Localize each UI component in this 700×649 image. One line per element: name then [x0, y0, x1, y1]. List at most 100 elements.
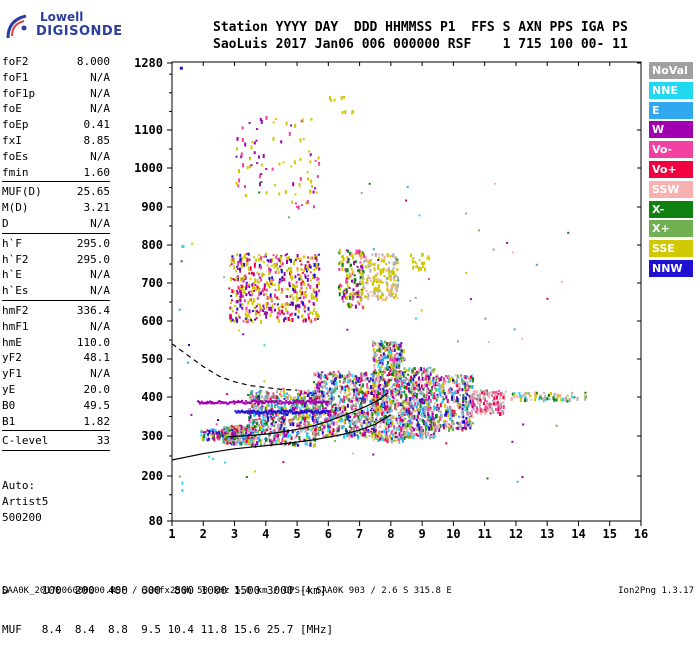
echo-point: [288, 434, 291, 437]
echo-point: [435, 387, 438, 392]
echo-point: [548, 398, 551, 401]
echo-point: [317, 281, 320, 286]
echo-point: [305, 286, 308, 290]
echo-point: [257, 399, 260, 404]
echo-point: [252, 440, 255, 445]
echo-point: [265, 252, 268, 256]
echo-point: [394, 283, 397, 287]
echo-point: [370, 406, 373, 408]
echo-point: [248, 272, 251, 275]
echo-point: [253, 141, 256, 145]
echo-point: [260, 119, 263, 124]
echo-point: [301, 393, 304, 396]
echo-point: [299, 393, 302, 398]
param-row: foF1 N/A: [2, 70, 110, 86]
echo-point: [186, 361, 189, 364]
echo-point: [328, 401, 331, 404]
echo-point: [319, 376, 322, 380]
echo-point: [425, 378, 428, 381]
echo-point: [388, 290, 391, 293]
echo-point: [299, 274, 302, 279]
echo-point: [351, 110, 354, 115]
echo-point: [329, 390, 332, 394]
echo-point: [268, 432, 271, 436]
echo-point: [249, 414, 252, 419]
echo-point: [326, 421, 329, 426]
echo-point: [325, 419, 328, 423]
echo-point: [345, 375, 348, 380]
echo-point: [372, 356, 375, 361]
echo-point: [250, 409, 253, 412]
echo-point: [379, 405, 382, 408]
echo-point: [277, 434, 279, 438]
echo-point: [264, 419, 267, 422]
echo-point: [301, 314, 304, 318]
echo-point: [346, 281, 349, 285]
echo-point: [452, 427, 454, 432]
echo-point: [299, 296, 302, 299]
echo-point: [391, 430, 394, 433]
echo-point: [411, 382, 414, 387]
echo-point: [258, 303, 261, 308]
echo-point: [237, 399, 240, 402]
echo-point: [385, 269, 388, 272]
echo-point: [339, 372, 342, 375]
echo-point: [453, 395, 455, 400]
echo-point: [357, 269, 360, 272]
echo-point: [437, 387, 440, 392]
echo-point: [271, 395, 273, 399]
echo-point: [468, 417, 471, 421]
echo-point: [363, 287, 366, 290]
echo-point: [351, 279, 353, 283]
echo-point: [391, 385, 393, 388]
echo-point: [389, 422, 392, 425]
echo-point: [464, 423, 466, 427]
echo-point: [499, 396, 502, 401]
x-tick-label: 7: [356, 527, 363, 541]
echo-point: [263, 307, 265, 310]
echo-point: [393, 356, 396, 361]
echo-point: [272, 418, 275, 423]
echo-point: [279, 427, 282, 431]
echo-point: [238, 441, 241, 446]
echo-point: [339, 407, 342, 412]
x-tick-label: 9: [419, 527, 426, 541]
echo-point: [345, 249, 348, 252]
echo-point: [277, 427, 280, 432]
param-row: M(D) 3.21: [2, 200, 110, 216]
echo-point: [290, 411, 292, 415]
echo-point: [298, 432, 300, 435]
echo-point: [318, 411, 320, 414]
echo-point: [236, 441, 239, 444]
echo-point: [322, 391, 325, 395]
echo-point: [258, 263, 261, 268]
echo-point: [372, 348, 375, 352]
echo-point: [286, 410, 289, 413]
echo-point: [269, 397, 272, 401]
echo-point: [409, 418, 412, 423]
echo-point: [315, 312, 317, 316]
echo-point: [352, 270, 355, 274]
echo-point: [377, 264, 380, 268]
echo-point: [367, 294, 370, 297]
echo-point: [236, 411, 239, 414]
echo-point: [231, 255, 234, 258]
echo-point: [235, 155, 238, 158]
echo-point: [467, 411, 470, 416]
echo-point: [344, 377, 347, 380]
echo-point: [388, 274, 391, 278]
echo-point: [250, 319, 252, 322]
echo-point: [423, 416, 426, 418]
echo-point: [450, 425, 453, 428]
echo-point: [273, 283, 276, 286]
echo-point: [285, 395, 288, 399]
echo-point: [224, 440, 227, 444]
echo-point: [276, 424, 279, 429]
echo-point: [237, 298, 240, 301]
echo-point: [442, 424, 445, 427]
echo-point: [368, 417, 371, 421]
echo-point: [359, 276, 362, 280]
echo-point: [309, 284, 312, 289]
echo-point: [219, 433, 221, 438]
echo-point: [308, 394, 311, 398]
